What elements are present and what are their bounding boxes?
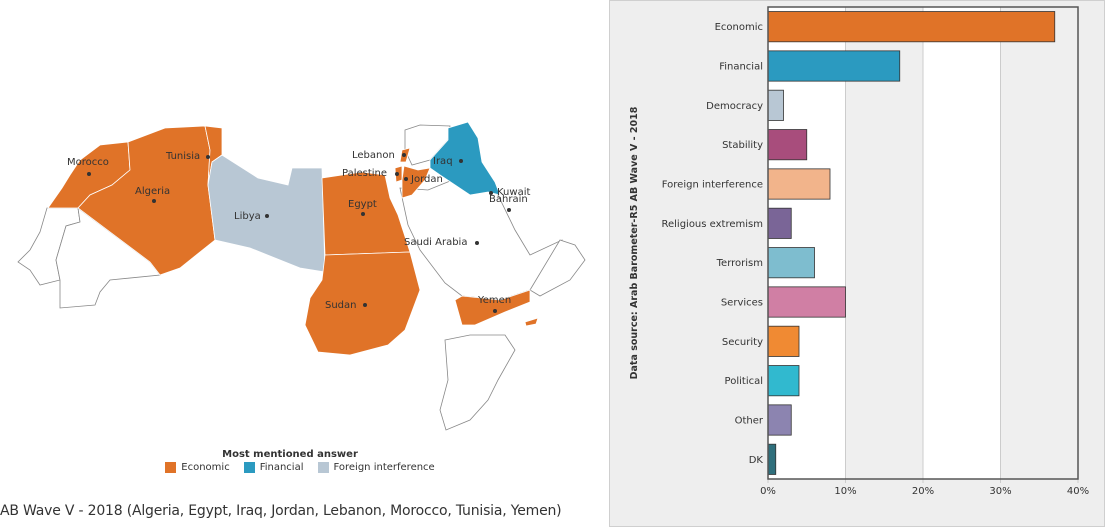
marker-morocco <box>87 172 91 176</box>
country-shape-egypt[interactable] <box>321 171 411 256</box>
marker-yemen <box>493 309 497 313</box>
y-category-label: DK <box>749 455 764 466</box>
label-morocco: Morocco <box>67 157 109 168</box>
x-tick-label: 30% <box>989 486 1011 497</box>
legend-item-financial[interactable]: Financial <box>243 462 304 473</box>
label-egypt: Egypt <box>348 199 377 210</box>
country-shape-yemen[interactable] <box>454 289 531 326</box>
label-libya: Libya <box>234 211 261 222</box>
y-category-label: Economic <box>715 22 763 33</box>
grid-band <box>1000 7 1078 479</box>
bar-dk[interactable] <box>767 443 777 475</box>
label-kuwait: Kuwait <box>497 187 531 198</box>
plot-frame <box>767 6 1079 480</box>
country-shape-iraq[interactable] <box>429 121 501 196</box>
label-palestine: Palestine <box>342 168 388 179</box>
marker-iraq <box>459 159 463 163</box>
label-yemen: Yemen <box>478 295 512 306</box>
country-shape-sudan[interactable] <box>304 251 421 356</box>
marker-kuwait <box>489 191 493 195</box>
x-tick-label: 0% <box>760 486 776 497</box>
marker-bahrain <box>507 208 511 212</box>
caption: AB Wave V - 2018 (Algeria, Egypt, Iraq, … <box>0 503 562 519</box>
marker-libya <box>265 214 269 218</box>
map-legend: Most mentioned answer Economic Financial… <box>140 449 460 473</box>
legend-label-economic: Economic <box>181 462 230 473</box>
grid-band <box>845 7 923 479</box>
legend-label-foreign-interference: Foreign interference <box>333 462 435 473</box>
legend-item-foreign-interference[interactable]: Foreign interference <box>317 462 435 473</box>
y-category-label: Stability <box>722 140 763 151</box>
bar-religious-extremism[interactable] <box>767 207 792 239</box>
legend-label-financial: Financial <box>259 462 304 473</box>
y-category-label: Political <box>725 376 763 387</box>
label-bahrain: Bahrain <box>489 194 528 205</box>
label-jordan: Jordan <box>411 174 443 185</box>
legend-swatch-economic <box>165 462 177 473</box>
bar-economic[interactable] <box>767 11 1056 43</box>
country-shape-horn[interactable] <box>439 334 516 431</box>
bar-stability[interactable] <box>767 129 808 161</box>
x-tick-label: 10% <box>834 486 856 497</box>
marker-algeria <box>152 199 156 203</box>
choropleth-map[interactable] <box>0 0 600 440</box>
country-shape-socotra[interactable] <box>524 317 539 327</box>
y-category-label: Foreign interference <box>662 180 763 191</box>
y-category-label: Services <box>721 298 763 309</box>
marker-lebanon <box>402 153 406 157</box>
legend-swatch-financial <box>243 462 255 473</box>
x-tick-label: 20% <box>912 486 934 497</box>
bar-security[interactable] <box>767 325 800 357</box>
bar-terrorism[interactable] <box>767 247 815 279</box>
bar-political[interactable] <box>767 365 800 397</box>
label-algeria: Algeria <box>135 186 171 197</box>
marker-palestine <box>395 172 399 176</box>
legend-swatch-foreign-interference <box>317 462 329 473</box>
marker-sudan <box>363 303 367 307</box>
data-source-label: Data source: Arab Barometer-R5 AB Wave V… <box>629 106 640 379</box>
y-category-label: Other <box>735 416 764 427</box>
map-panel: Morocco Algeria Tunisia Libya Egypt Suda… <box>0 0 600 519</box>
label-tunisia: Tunisia <box>166 151 201 162</box>
marker-saudi-arabia <box>475 241 479 245</box>
chart-panel: Economic Financial Democracy Stability Forei… <box>609 0 1105 527</box>
marker-tunisia <box>206 155 210 159</box>
bar-financial[interactable] <box>767 50 901 82</box>
marker-jordan <box>404 177 408 181</box>
bar-foreign-interference[interactable] <box>767 168 831 200</box>
y-category-label: Religious extremism <box>661 219 763 230</box>
bar-services[interactable] <box>767 286 846 318</box>
x-tick-label: 40% <box>1067 486 1089 497</box>
label-sudan: Sudan <box>325 300 357 311</box>
y-category-label: Financial <box>719 62 763 73</box>
y-category-label: Democracy <box>706 101 763 112</box>
label-saudi-arabia: Saudi Arabia <box>404 237 468 248</box>
bar-other[interactable] <box>767 404 792 436</box>
bar-democracy[interactable] <box>767 89 784 121</box>
legend-item-economic[interactable]: Economic <box>165 462 230 473</box>
country-shape-oman[interactable] <box>529 239 586 297</box>
legend-title: Most mentioned answer <box>222 449 358 460</box>
y-category-label: Security <box>722 337 763 348</box>
label-lebanon: Lebanon <box>352 150 395 161</box>
label-iraq: Iraq <box>433 156 453 167</box>
country-shape-jordan[interactable] <box>401 165 431 199</box>
y-category-label: Terrorism <box>716 258 763 269</box>
bar-chart: Economic Financial Democracy Stability Forei… <box>629 6 1089 497</box>
marker-egypt <box>361 212 365 216</box>
